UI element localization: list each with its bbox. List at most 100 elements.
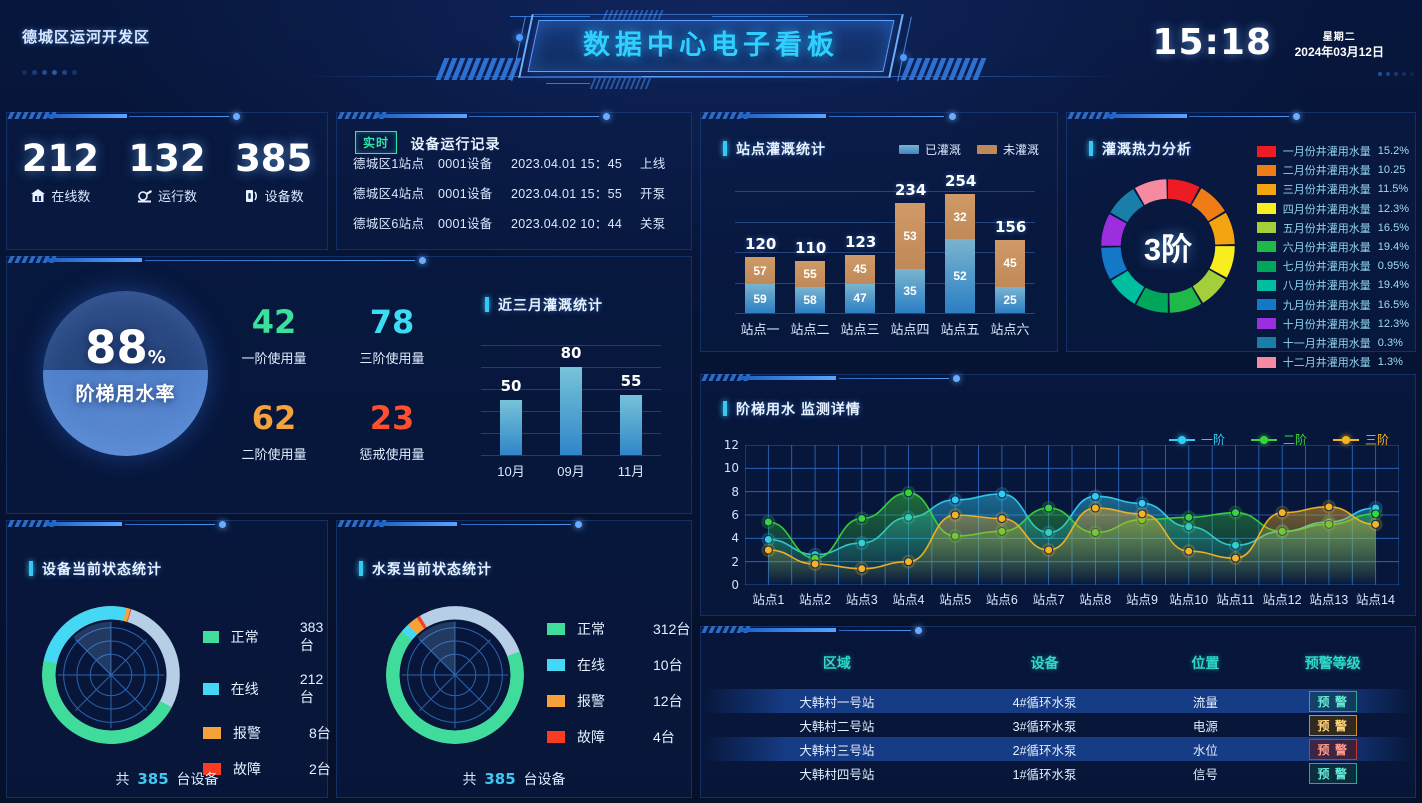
legend-item[interactable]: 三月份井灌用水量 11.5% [1256, 181, 1409, 197]
legend-swatch [1256, 260, 1276, 272]
legend-item[interactable]: 在线 212台 [203, 671, 332, 707]
legend-label: 一阶 [1200, 433, 1225, 447]
data-point[interactable] [1090, 503, 1100, 513]
legend-item[interactable]: 正常 312台 [547, 619, 690, 639]
bar-column[interactable]: 234 53 35 [885, 181, 935, 313]
status-badge[interactable]: 预 警 [1308, 738, 1357, 760]
legend-label: 八月份井灌用水量 [1282, 280, 1371, 293]
legend-item[interactable]: 三阶 [1332, 431, 1389, 448]
bar-column[interactable]: 120 57 59 [735, 191, 785, 313]
legend-item-not-irrigated[interactable]: 未灌溉 [976, 141, 1039, 158]
legend-item[interactable]: 一月份井灌用水量 15.2% [1256, 143, 1409, 159]
legend-item[interactable]: 十二月井灌用水量 1.3% [1256, 354, 1409, 370]
donut-segment[interactable] [381, 601, 529, 749]
data-point[interactable] [1090, 491, 1100, 501]
data-point[interactable] [1371, 519, 1381, 529]
bar-column[interactable]: 50 [481, 345, 541, 455]
record-row[interactable]: 德城区4站点 0001设备 2023.04.01 15：55 开泵 [353, 183, 683, 202]
legend-item[interactable]: 八月份井灌用水量 19.4% [1256, 277, 1409, 293]
segment-value: 32 [953, 209, 967, 224]
data-point[interactable] [1137, 509, 1147, 519]
alarm-table-body: 大韩村一号站 4#循环水泵 流量预 警大韩村二号站 3#循环水泵 电源预 警大韩村三号站… [701, 689, 1415, 785]
bar-column[interactable]: 254 32 52 [935, 172, 985, 313]
data-point[interactable] [857, 514, 867, 523]
legend-item[interactable]: 六月份井灌用水量 19.4% [1256, 239, 1409, 255]
alarm-table: 区域 设备 位置 预警等级 大韩村一号站 4#循环水泵 流量预 警大韩村二号站 3#循环水泵… [701, 653, 1415, 785]
ladder-monitor-panel: 阶梯用水 监测详情 一阶 二阶 三阶 0 2 4 6 8 10 12 站点1 站点2 站点3 站点4 站… [700, 374, 1416, 616]
record-row[interactable]: 德城区6站点 0001设备 2023.04.02 10：44 关泵 [353, 213, 683, 232]
data-point[interactable] [1137, 498, 1147, 508]
data-point[interactable] [1231, 553, 1240, 563]
data-point[interactable] [1371, 509, 1381, 519]
legend-label: 在线 [577, 657, 605, 673]
data-point[interactable] [950, 495, 960, 505]
panel-top-line [839, 378, 949, 379]
data-point[interactable] [904, 557, 913, 567]
status-badge[interactable]: 预 警 [1308, 714, 1357, 736]
bar-column[interactable]: 123 45 47 [835, 191, 885, 313]
segment-value: 59 [753, 291, 767, 306]
legend-item[interactable]: 二阶 [1250, 431, 1307, 448]
legend-item[interactable]: 正常 383台 [203, 619, 332, 655]
bar-column[interactable]: 80 [541, 344, 601, 455]
record-device: 0001设备 [438, 157, 493, 171]
table-row[interactable]: 大韩村四号站 1#循环水泵 信号 预 警 [701, 761, 1415, 785]
legend-item[interactable]: 报警 8台 [203, 723, 332, 743]
data-point[interactable] [950, 510, 960, 520]
status-badge[interactable]: 预 警 [1308, 762, 1357, 784]
kpi-label-wrap: 运行数 [114, 186, 221, 205]
legend-item-irrigated[interactable]: 已灌溉 [898, 141, 961, 158]
status-badge[interactable]: 预 警 [1308, 690, 1357, 712]
legend-item[interactable]: 一阶 [1168, 431, 1225, 448]
legend-item[interactable]: 二月份井灌用水量 10.25 [1256, 162, 1409, 178]
legend-item[interactable]: 七月份井灌用水量 0.95% [1256, 258, 1409, 274]
legend-item[interactable]: 故障 2台 [203, 759, 332, 779]
gridline [735, 191, 1035, 192]
data-point[interactable] [904, 488, 913, 498]
legend-item[interactable]: 在线 10台 [547, 655, 690, 675]
data-point[interactable] [1277, 508, 1287, 518]
kpi-row: 212 在线数 132 [7, 137, 327, 205]
monitor-plot [744, 444, 1400, 586]
donut-segment[interactable] [1101, 179, 1235, 313]
data-point[interactable] [997, 489, 1007, 499]
legend-item[interactable]: 报警 12台 [547, 691, 690, 711]
table-row[interactable]: 大韩村一号站 4#循环水泵 流量 预 警 [701, 689, 1415, 713]
segment-value: 35 [903, 284, 917, 299]
data-point[interactable] [1044, 503, 1054, 513]
legend-item[interactable]: 故障 4台 [547, 727, 690, 747]
legend-marker-dot [1341, 435, 1350, 444]
bar-column[interactable]: 55 [601, 345, 661, 455]
bar-column[interactable]: 110 55 58 [785, 191, 835, 313]
data-point[interactable] [1184, 546, 1194, 556]
legend-item[interactable]: 十月份井灌用水量 12.3% [1256, 316, 1409, 332]
cell-level: 预 警 [1272, 762, 1393, 784]
panel-top-line [125, 524, 215, 525]
record-title: 设备运行记录 [410, 136, 501, 152]
legend-item[interactable]: 五月份井灌用水量 16.5% [1256, 220, 1409, 236]
legend-item[interactable]: 九月份井灌用水量 16.5% [1256, 297, 1409, 313]
data-point[interactable] [763, 545, 773, 555]
table-row[interactable]: 大韩村二号站 3#循环水泵 电源 预 警 [701, 713, 1415, 737]
record-row[interactable]: 德城区1站点 0001设备 2023.04.01 15：45 上线 [353, 153, 683, 172]
y-tick-label: 2 [731, 554, 739, 569]
data-point[interactable] [1231, 508, 1240, 518]
legend-item[interactable]: 十一月井灌用水量 0.3% [1256, 335, 1409, 351]
device-status-title: 设备当前状态统计 [29, 559, 162, 579]
bar-column[interactable]: 156 45 25 [985, 191, 1035, 313]
usage-tier2: 62 二阶使用量 [219, 399, 329, 463]
data-point[interactable] [1184, 512, 1194, 522]
data-point[interactable] [763, 517, 773, 527]
pump-status-panel: 水泵当前状态统计 正常 312台 在线 10台 报警 12台 故障 4台 共 385 台设备 [336, 520, 692, 798]
data-point[interactable] [1324, 502, 1334, 512]
donut-segment[interactable] [37, 601, 185, 749]
legend-item[interactable]: 四月份井灌用水量 12.3% [1256, 201, 1409, 217]
cell-device: 4#循环水泵 [1012, 695, 1077, 710]
segment-value: 45 [1003, 256, 1017, 271]
donut-segment[interactable] [37, 601, 185, 749]
data-point[interactable] [1044, 545, 1054, 555]
data-point[interactable] [997, 514, 1007, 523]
data-point[interactable] [857, 564, 867, 574]
data-point[interactable] [810, 559, 820, 569]
table-row[interactable]: 大韩村三号站 2#循环水泵 水位 预 警 [701, 737, 1415, 761]
